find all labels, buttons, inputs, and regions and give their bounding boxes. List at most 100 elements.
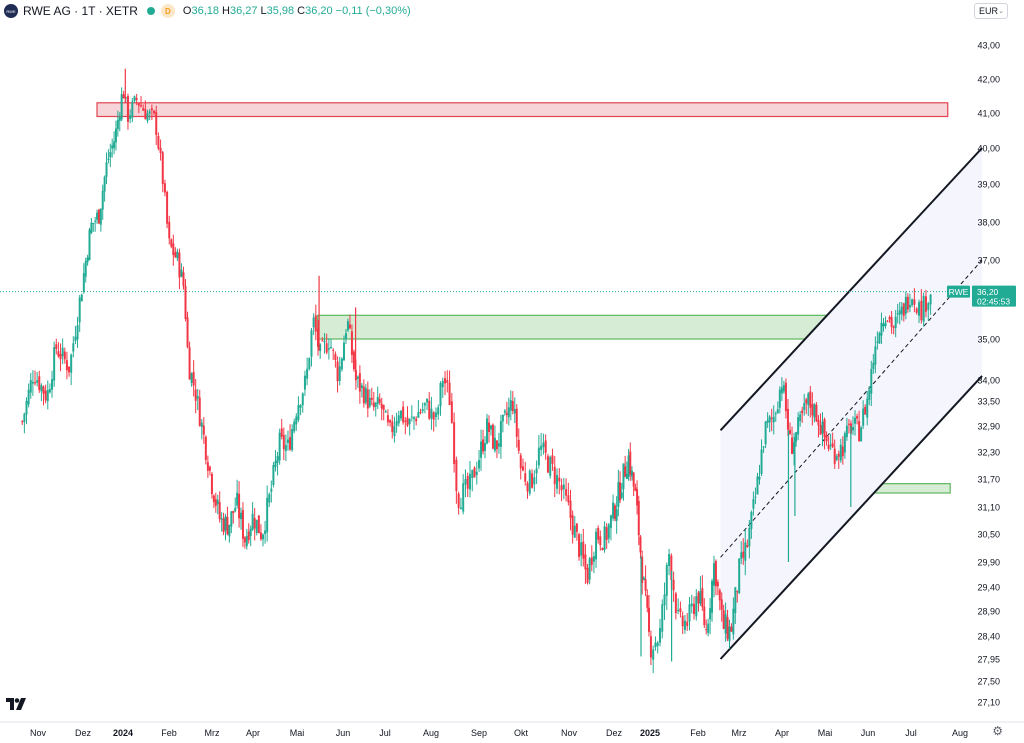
candle-body bbox=[374, 402, 377, 407]
price-axis: 43,00 42,00 41,00 40,00 39,00 38,00 37,00 35,00… bbox=[977, 41, 1000, 708]
tradingview-logo-icon[interactable] bbox=[6, 697, 28, 715]
candle-body bbox=[586, 567, 589, 583]
candle-body bbox=[571, 515, 574, 535]
candle-body bbox=[325, 343, 328, 353]
candle-body bbox=[272, 465, 275, 485]
candle-body bbox=[90, 222, 93, 233]
candle-body bbox=[795, 432, 798, 442]
candle-body bbox=[94, 220, 97, 222]
candle-body bbox=[829, 444, 832, 446]
candle-body bbox=[330, 347, 333, 349]
candle-body bbox=[535, 468, 538, 474]
candle-body bbox=[129, 115, 132, 120]
candle-body bbox=[915, 308, 918, 313]
candle-body bbox=[819, 425, 822, 435]
candle-body bbox=[656, 642, 659, 646]
candle-body bbox=[448, 382, 451, 405]
candle-body bbox=[607, 524, 610, 539]
candle-body bbox=[280, 428, 283, 437]
candle-body bbox=[876, 341, 879, 343]
candle-body bbox=[289, 437, 292, 450]
symbol-legend[interactable]: RWE RWE AG · 1T · XETR D O 36,18 H 36,27… bbox=[4, 3, 414, 19]
candle-body bbox=[159, 147, 162, 153]
candle-body bbox=[764, 421, 767, 445]
candle-body bbox=[65, 360, 68, 371]
candle-body bbox=[770, 417, 773, 419]
candle-body bbox=[150, 108, 153, 111]
candle-body bbox=[515, 408, 518, 437]
candle-body bbox=[575, 523, 578, 532]
candle-body bbox=[480, 441, 483, 458]
candle-body bbox=[366, 389, 369, 409]
candle-body bbox=[148, 111, 151, 114]
candle-body bbox=[929, 294, 932, 305]
candle-body bbox=[245, 535, 248, 547]
candle-body bbox=[295, 416, 298, 425]
candle-body bbox=[902, 303, 905, 316]
ohlc-high-value: 36,27 bbox=[229, 5, 258, 17]
ohlc-low-value: 35,98 bbox=[266, 5, 295, 17]
candle-body bbox=[501, 414, 504, 422]
candle-body bbox=[342, 342, 345, 361]
candle-body bbox=[473, 467, 476, 478]
candle-body bbox=[80, 294, 83, 302]
candle-body bbox=[701, 588, 704, 607]
candle-body bbox=[301, 393, 304, 406]
candle-body bbox=[683, 620, 686, 630]
candle-body bbox=[202, 425, 205, 435]
candle-body bbox=[485, 418, 488, 444]
symbol-title[interactable]: RWE AG · 1T · XETR bbox=[23, 4, 138, 18]
currency-label: EUR bbox=[979, 6, 999, 16]
candle-body bbox=[791, 437, 794, 454]
candle-body bbox=[690, 603, 693, 607]
candle-body bbox=[521, 466, 524, 471]
y-tick-label: 38,00 bbox=[977, 218, 1000, 228]
candle-body bbox=[482, 439, 485, 452]
candle-body bbox=[870, 369, 873, 394]
candle-body bbox=[720, 599, 723, 610]
candle-body bbox=[641, 556, 644, 584]
candle-body bbox=[475, 471, 478, 476]
candle-body bbox=[491, 424, 494, 449]
candle-body bbox=[845, 425, 848, 438]
candle-body bbox=[851, 427, 854, 431]
candle-body bbox=[597, 527, 600, 540]
candle-body bbox=[362, 386, 365, 404]
candle-body bbox=[636, 489, 639, 506]
candle-body bbox=[170, 239, 173, 247]
candle-body bbox=[218, 502, 221, 520]
candle-body bbox=[672, 579, 675, 591]
candle-body bbox=[569, 500, 572, 518]
candle-body bbox=[105, 162, 108, 177]
candle-body bbox=[457, 493, 460, 508]
candle-body bbox=[860, 427, 863, 442]
y-tick-label: 32,90 bbox=[977, 422, 1000, 432]
candle-body bbox=[378, 398, 381, 403]
candle-body bbox=[444, 378, 447, 384]
x-tick-label: Apr bbox=[775, 728, 789, 738]
candle-body bbox=[27, 389, 30, 405]
candle-body bbox=[609, 515, 612, 529]
candle-body bbox=[817, 419, 820, 426]
candle-body bbox=[524, 473, 527, 482]
x-tick-label: Nov bbox=[561, 728, 578, 738]
currency-select[interactable]: EUR ⌄ bbox=[974, 3, 1008, 19]
y-tick-label: 35,00 bbox=[977, 335, 1000, 345]
candle-body bbox=[499, 421, 502, 447]
candle-body bbox=[674, 593, 677, 614]
candle-body bbox=[707, 623, 710, 633]
candle-body bbox=[803, 402, 806, 411]
gear-icon[interactable]: ⚙ bbox=[992, 724, 1003, 738]
candle-body bbox=[310, 330, 313, 357]
candle-body bbox=[131, 101, 134, 118]
candle-body bbox=[726, 617, 729, 639]
candle-body bbox=[730, 626, 733, 632]
candle-body bbox=[854, 417, 857, 424]
candle-body bbox=[825, 435, 828, 442]
rwe-logo-icon: RWE bbox=[4, 4, 18, 18]
candle-body bbox=[321, 340, 324, 342]
x-tick-label: Dez bbox=[606, 728, 623, 738]
candle-body bbox=[686, 621, 689, 626]
